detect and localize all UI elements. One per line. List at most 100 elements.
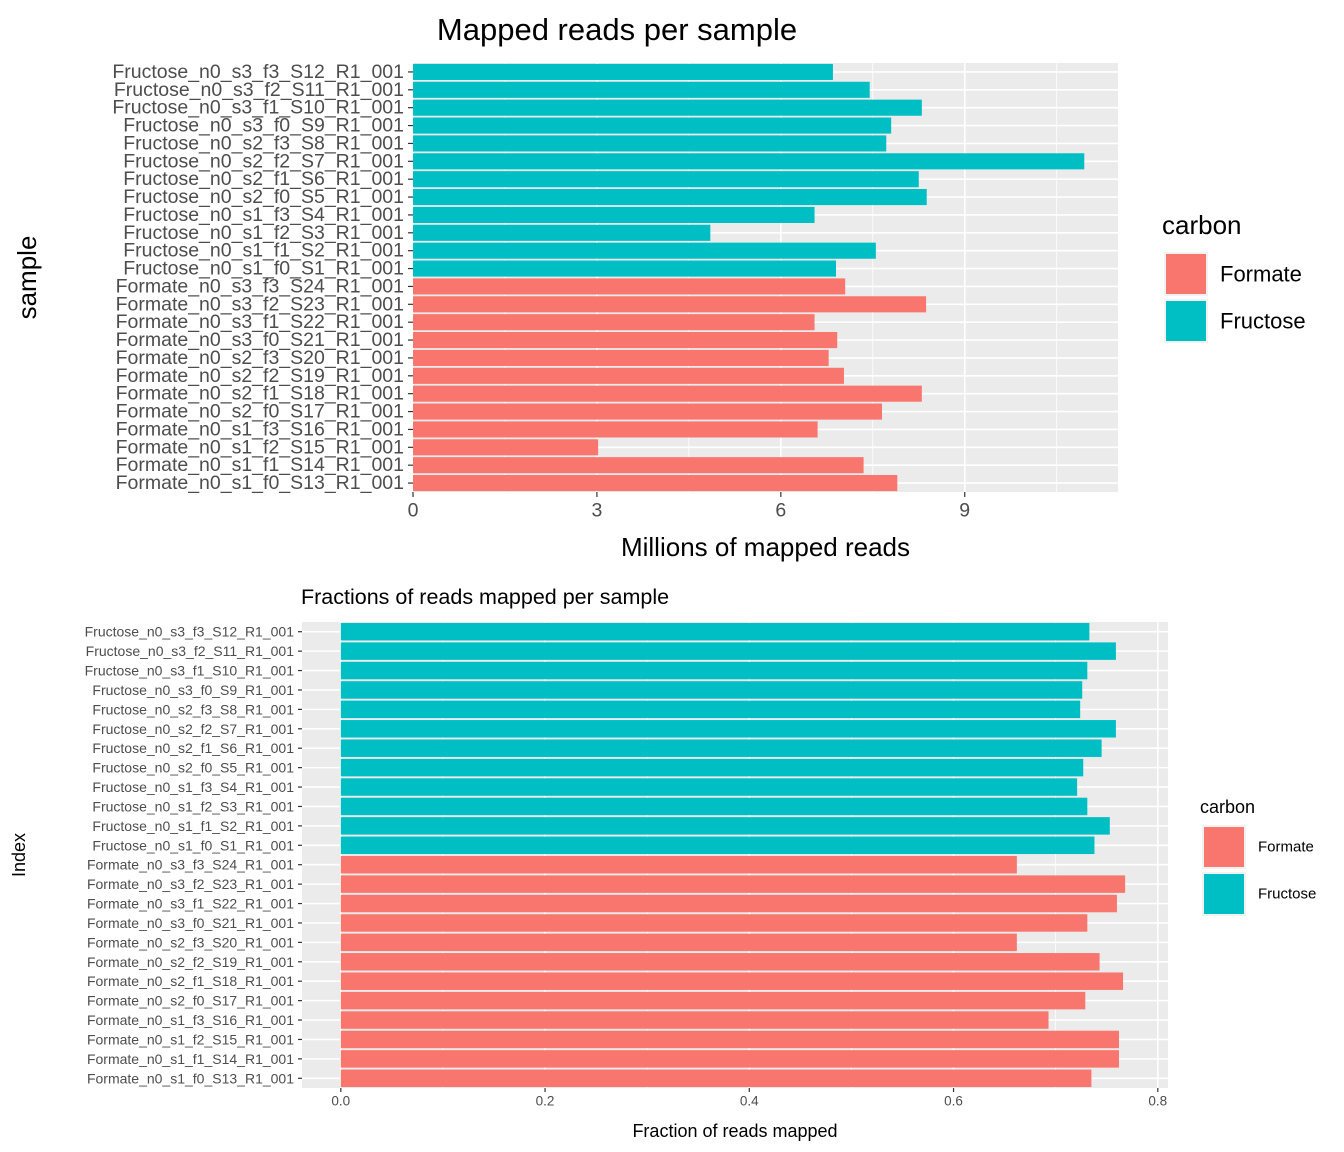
bar-Formate_n0_s3_f1_S22_R1_001 (340, 894, 1117, 913)
x-axis-label: Millions of mapped reads (621, 532, 910, 562)
bar-Formate_n0_s1_f0_S13_R1_001 (340, 1069, 1092, 1088)
bar-Formate_n0_s1_f2_S15_R1_001 (340, 1030, 1119, 1049)
bar-Fructose_n0_s1_f0_S1_R1_001 (340, 836, 1095, 855)
y-tick-label: Fructose_n0_s3_f3_S12_R1_001 (85, 624, 295, 640)
y-tick-label: Formate_n0_s1_f1_S14_R1_001 (116, 454, 404, 476)
x-tick-label: 3 (591, 500, 602, 522)
x-tick-label: 0.6 (944, 1094, 963, 1109)
legend-title: carbon (1200, 797, 1255, 817)
bar-Fructose_n0_s2_f1_S6_R1_001 (340, 739, 1102, 757)
x-tick-label: 0.4 (740, 1094, 759, 1109)
x-tick-label: 0.2 (536, 1094, 555, 1109)
y-tick-label: Fructose_n0_s3_f0_S9_R1_001 (92, 682, 294, 698)
bar-Formate_n0_s2_f3_S20_R1_001 (413, 349, 829, 366)
bar-Fructose_n0_s1_f2_S3_R1_001 (340, 797, 1088, 816)
y-tick-label: Formate_n0_s1_f2_S15_R1_001 (87, 1031, 294, 1047)
y-tick-label: Formate_n0_s3_f2_S23_R1_001 (116, 293, 404, 315)
x-axis-label: Fraction of reads mapped (632, 1121, 837, 1141)
x-tick-label: 0.0 (331, 1094, 350, 1109)
bar-Formate_n0_s2_f0_S17_R1_001 (340, 991, 1086, 1010)
y-tick-label: Formate_n0_s2_f3_S20_R1_001 (116, 347, 404, 369)
bar-Formate_n0_s3_f0_S21_R1_001 (340, 914, 1088, 932)
y-tick-label: Formate_n0_s3_f1_S22_R1_001 (116, 311, 404, 333)
y-tick-label: Formate_n0_s2_f2_S19_R1_001 (116, 365, 404, 387)
y-tick-label: Fructose_n0_s3_f1_S10_R1_001 (85, 663, 295, 679)
bar-Formate_n0_s1_f1_S14_R1_001 (340, 1050, 1119, 1068)
y-tick-label: Fructose_n0_s1_f2_S3_R1_001 (123, 222, 404, 244)
bar-Fructose_n0_s2_f3_S8_R1_001 (340, 700, 1081, 719)
chart-title: Mapped reads per sample (437, 12, 797, 47)
y-tick-label: Formate_n0_s3_f0_S21_R1_001 (87, 915, 294, 931)
legend-label-fructose: Fructose (1258, 886, 1316, 903)
bar-Fructose_n0_s3_f3_S12_R1_001 (340, 622, 1090, 641)
y-tick-label: Fructose_n0_s3_f0_S9_R1_001 (123, 115, 404, 137)
legend-key-formate (1166, 254, 1206, 294)
y-tick-label: Formate_n0_s3_f3_S24_R1_001 (116, 275, 404, 297)
bar-Formate_n0_s1_f1_S14_R1_001 (413, 457, 864, 474)
bar-Formate_n0_s3_f2_S23_R1_001 (413, 296, 927, 313)
y-tick-label: Formate_n0_s1_f0_S13_R1_001 (116, 472, 404, 494)
bar-Formate_n0_s2_f1_S18_R1_001 (413, 385, 922, 402)
y-tick-label: Formate_n0_s1_f1_S14_R1_001 (87, 1051, 294, 1067)
plot-panel (413, 63, 1118, 492)
y-tick-label: Formate_n0_s1_f2_S15_R1_001 (116, 436, 404, 458)
bar-Formate_n0_s1_f2_S15_R1_001 (413, 439, 599, 456)
bar-Formate_n0_s2_f2_S19_R1_001 (413, 367, 844, 384)
y-tick-label: Fructose_n0_s2_f3_S8_R1_001 (92, 701, 294, 717)
y-tick-label: Fructose_n0_s1_f0_S1_R1_001 (92, 837, 294, 853)
bar-Fructose_n0_s3_f0_S9_R1_001 (413, 117, 892, 134)
bar-Fructose_n0_s3_f1_S10_R1_001 (413, 99, 922, 116)
bar-Formate_n0_s1_f3_S16_R1_001 (413, 421, 818, 438)
bar-Fructose_n0_s2_f0_S5_R1_001 (413, 189, 927, 206)
bar-Fructose_n0_s1_f1_S2_R1_001 (340, 817, 1110, 835)
bar-Fructose_n0_s2_f1_S6_R1_001 (413, 171, 919, 188)
bar-Fructose_n0_s3_f1_S10_R1_001 (340, 661, 1088, 680)
y-tick-label: Fructose_n0_s3_f1_S10_R1_001 (112, 97, 404, 119)
bar-Formate_n0_s2_f0_S17_R1_001 (413, 403, 882, 420)
y-tick-label: Formate_n0_s1_f3_S16_R1_001 (116, 418, 404, 440)
y-tick-label: Fructose_n0_s3_f2_S11_R1_001 (86, 643, 295, 659)
y-tick-label: Fructose_n0_s1_f1_S2_R1_001 (92, 818, 294, 834)
bar-Fructose_n0_s2_f2_S7_R1_001 (413, 153, 1085, 170)
y-tick-label: Formate_n0_s1_f0_S13_R1_001 (87, 1070, 294, 1086)
bar-Fructose_n0_s3_f2_S11_R1_001 (413, 81, 870, 98)
bar-Fructose_n0_s1_f2_S3_R1_001 (413, 224, 711, 241)
y-tick-label: Fructose_n0_s1_f3_S4_R1_001 (92, 779, 294, 795)
y-tick-label: Fructose_n0_s1_f0_S1_R1_001 (123, 258, 404, 280)
y-tick-label: Formate_n0_s3_f2_S23_R1_001 (87, 876, 294, 892)
plot-panel (302, 622, 1168, 1088)
bar-Fructose_n0_s1_f3_S4_R1_001 (340, 778, 1078, 796)
y-axis-label: sample (12, 236, 42, 320)
x-tick-label: 0 (408, 500, 419, 522)
y-tick-label: Formate_n0_s2_f1_S18_R1_001 (116, 383, 404, 405)
bar-Fructose_n0_s2_f3_S8_R1_001 (413, 135, 887, 152)
bar-Formate_n0_s2_f1_S18_R1_001 (340, 972, 1124, 990)
y-tick-label: Fructose_n0_s1_f2_S3_R1_001 (92, 798, 294, 814)
x-tick-label: 9 (959, 500, 970, 522)
bar-Fructose_n0_s3_f2_S11_R1_001 (340, 642, 1116, 660)
bar-Fructose_n0_s1_f1_S2_R1_001 (413, 242, 876, 259)
bar-Formate_n0_s3_f3_S24_R1_001 (340, 855, 1017, 874)
legend-title: carbon (1162, 210, 1242, 240)
mapped-reads-chart: Fructose_n0_s3_f3_S12_R1_001Fructose_n0_… (12, 12, 1306, 562)
y-tick-label: Formate_n0_s3_f0_S21_R1_001 (116, 329, 404, 351)
y-tick-label: Fructose_n0_s2_f1_S6_R1_001 (92, 740, 294, 756)
y-tick-label: Fructose_n0_s2_f3_S8_R1_001 (123, 132, 404, 154)
bar-Formate_n0_s3_f1_S22_R1_001 (413, 314, 815, 331)
y-tick-label: Fructose_n0_s1_f3_S4_R1_001 (123, 204, 404, 226)
y-tick-label: Formate_n0_s2_f3_S20_R1_001 (87, 934, 294, 950)
y-tick-label: Fructose_n0_s2_f1_S6_R1_001 (123, 168, 404, 190)
y-tick-label: Formate_n0_s2_f1_S18_R1_001 (87, 973, 294, 989)
legend-label-formate: Formate (1220, 262, 1302, 287)
bar-Formate_n0_s2_f2_S19_R1_001 (340, 953, 1100, 971)
y-tick-label: Formate_n0_s2_f2_S19_R1_001 (87, 954, 294, 970)
y-tick-label: Formate_n0_s2_f0_S17_R1_001 (87, 993, 294, 1009)
y-tick-label: Formate_n0_s2_f0_S17_R1_001 (116, 401, 404, 423)
legend-key-formate (1204, 827, 1244, 867)
bar-Fructose_n0_s3_f0_S9_R1_001 (340, 681, 1083, 699)
bar-Fructose_n0_s3_f3_S12_R1_001 (413, 63, 833, 80)
bar-Formate_n0_s3_f2_S23_R1_001 (340, 875, 1126, 893)
legend-key-fructose (1166, 301, 1206, 341)
bar-Formate_n0_s2_f3_S20_R1_001 (340, 933, 1017, 952)
bar-Fructose_n0_s2_f0_S5_R1_001 (340, 758, 1084, 777)
